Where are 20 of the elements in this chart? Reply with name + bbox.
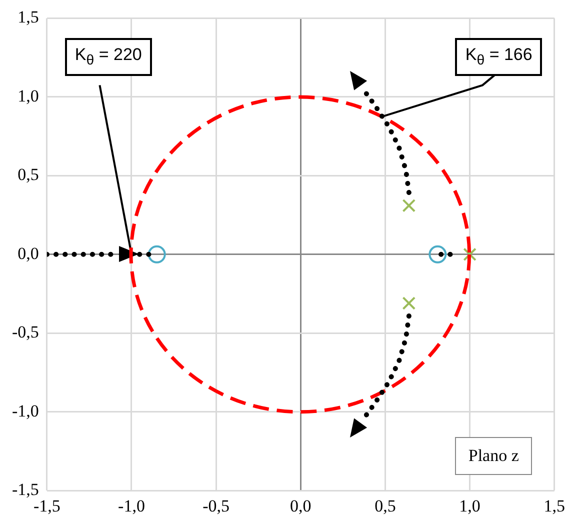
x-tick-label: -0,5	[202, 496, 230, 516]
point	[428, 245, 447, 264]
annotation: Plano z	[455, 436, 532, 475]
x-tick-label: 1,5	[544, 496, 565, 516]
point	[402, 198, 416, 212]
point	[402, 296, 416, 310]
x-tick-label: -1,0	[118, 496, 145, 516]
point	[148, 245, 166, 264]
x-tick-label: 1,0	[459, 496, 480, 516]
y-tick-label: -1,0	[12, 401, 39, 420]
point	[463, 248, 476, 262]
y-tick-label: 1,5	[18, 8, 39, 27]
annotation: K$_{θ}$ = 220	[64, 38, 152, 76]
x-tick-label: 0,0	[290, 496, 312, 516]
y-tick-label: -0,5	[12, 322, 39, 342]
y-tick-label: 0,0	[18, 244, 39, 263]
y-tick-label: 0,5	[18, 165, 39, 184]
x-tick-label: 0,5	[374, 496, 396, 516]
y-tick-label: 1,0	[18, 86, 39, 106]
annotation: K$_{θ}$ = 166	[455, 38, 542, 76]
